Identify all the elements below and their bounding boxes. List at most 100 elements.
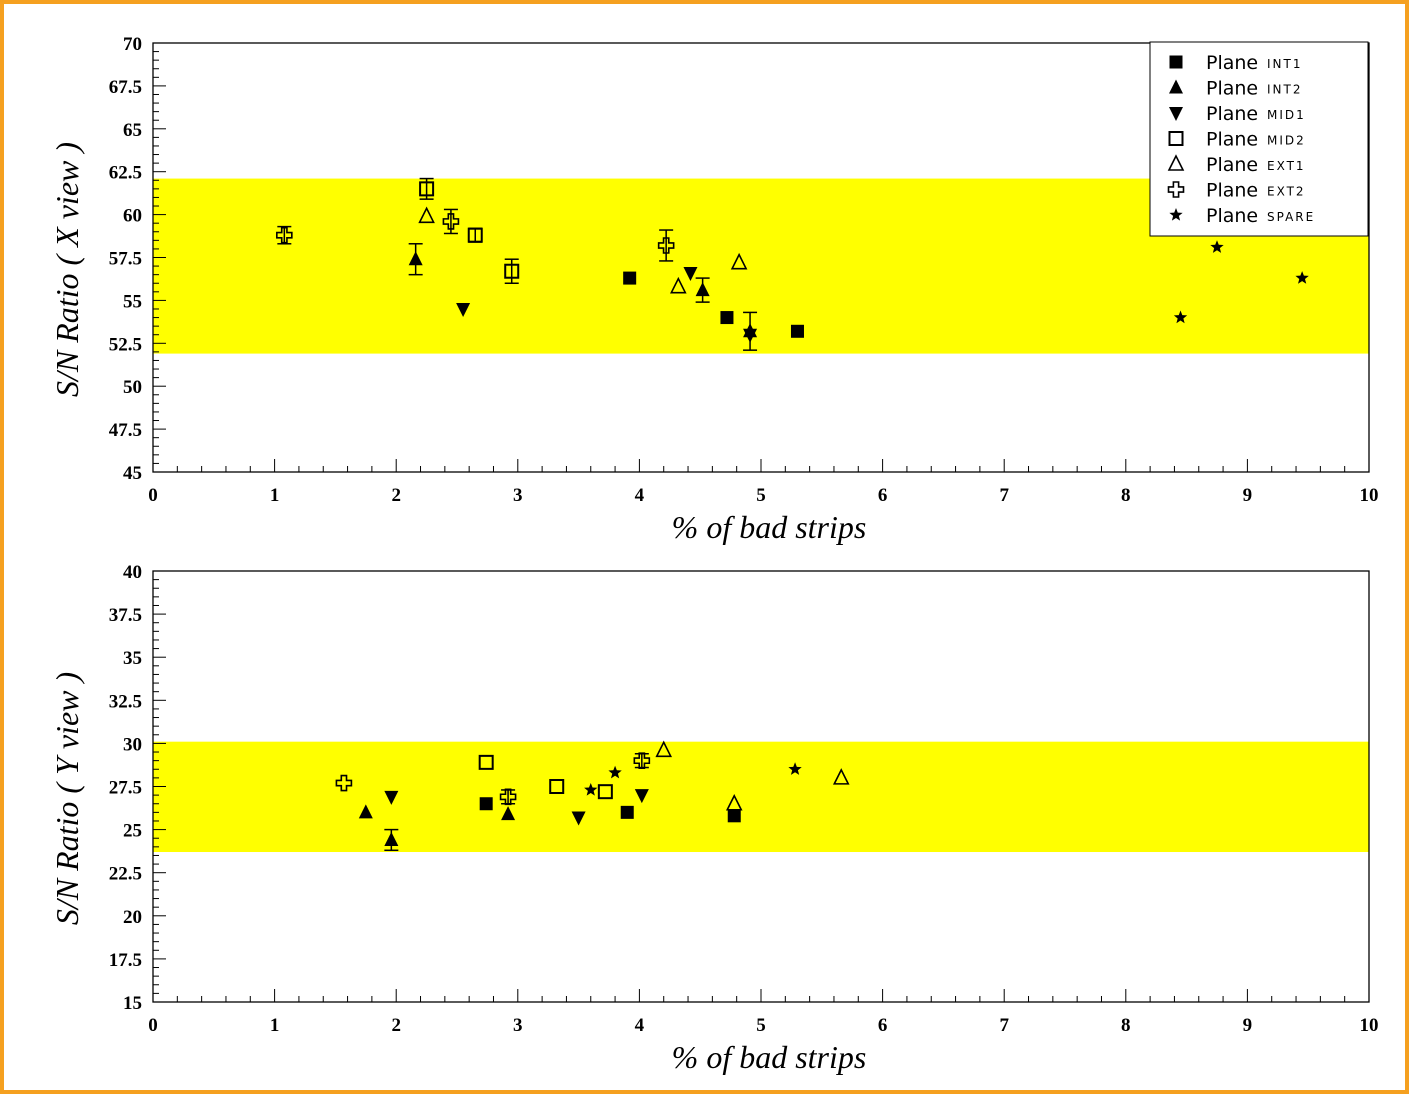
data-point (442, 213, 460, 230)
data-point (276, 226, 293, 244)
legend-label: Plane (1206, 103, 1258, 125)
x-tick-label: 1 (270, 485, 280, 506)
series-spare (584, 762, 802, 796)
series-mid1 (384, 789, 649, 826)
legend-tag: EXT2 (1267, 185, 1306, 199)
x-tick-label: 9 (1243, 485, 1253, 506)
y-tick-label: 37.5 (109, 605, 142, 626)
legend-label: Plane (1206, 52, 1258, 74)
y-tick-label: 27.5 (109, 778, 142, 799)
data-point (571, 811, 586, 826)
legend-tag: SPARE (1267, 210, 1315, 224)
legend-marker-mid2 (1168, 131, 1184, 146)
data-point (1173, 310, 1188, 324)
y-tick-label: 15 (123, 993, 142, 1014)
data-point (720, 311, 734, 325)
data-point (725, 793, 743, 811)
legend-marker-int1 (1169, 55, 1183, 69)
y-tick-label: 40 (123, 562, 142, 583)
y-tick-label: 20 (123, 907, 142, 928)
x-tick-label: 3 (513, 1015, 523, 1036)
series-spare (1173, 240, 1309, 324)
data-point (620, 805, 634, 819)
y-tick-label: 60 (123, 206, 142, 227)
chart-y-view: 0 1 2 3 4 5 6 7 8 9 10 15 17.5 20 22.5 25 27.5 30 32.5 35 37… (49, 562, 1379, 1075)
legend-label: Plane (1206, 180, 1258, 202)
data-point (655, 740, 673, 758)
data-point (499, 788, 517, 806)
legend-tag: MID2 (1267, 134, 1306, 148)
data-point (504, 263, 520, 279)
legend-marker-ext2 (1167, 181, 1185, 198)
legend-tag: EXT1 (1267, 159, 1306, 173)
data-point (584, 782, 598, 796)
y-tick-label: 65 (123, 120, 142, 141)
data-point (597, 784, 613, 800)
x-axis-title: % of bad strips (672, 509, 867, 545)
data-point (670, 276, 687, 294)
legend: Plane INT1 Plane INT2 Plane MID1 Plane MID2 Plan… (1149, 41, 1369, 237)
x-tick-label: 7 (999, 1015, 1009, 1036)
y-axis-title: S/N Ratio ( Y view ) (49, 672, 85, 925)
legend-marker-spare (1169, 208, 1183, 221)
series-mid2 (419, 177, 520, 284)
data-point (456, 302, 471, 317)
data-point (467, 227, 483, 243)
x-tick-label: 2 (391, 485, 401, 506)
x-tick-label: 10 (1360, 1015, 1379, 1036)
data-point (358, 804, 373, 819)
data-point (384, 831, 399, 846)
series-int1 (479, 797, 741, 823)
data-point (633, 752, 651, 769)
y-axis-title: S/N Ratio ( X view ) (49, 142, 85, 397)
x-axis-title: % of bad strips (672, 1039, 867, 1075)
legend-tag: INT1 (1267, 57, 1302, 71)
x-tick-label: 2 (391, 1015, 401, 1036)
x-tick-label: 6 (878, 485, 888, 506)
series-int1 (623, 271, 804, 338)
x-tick-label: 8 (1121, 1015, 1131, 1036)
data-point (788, 762, 802, 775)
legend-label: Plane (1206, 205, 1258, 227)
legend-label: Plane (1206, 129, 1258, 151)
series-mid2 (478, 754, 613, 800)
legend-tag: MID1 (1267, 108, 1306, 122)
legend-marker-int2 (1169, 79, 1183, 94)
data-point (695, 282, 710, 297)
x-tick-label: 1 (270, 1015, 280, 1036)
x-tick-label: 4 (635, 485, 645, 506)
y-tick-label: 57.5 (109, 249, 142, 270)
y-tick-label: 55 (123, 291, 142, 312)
legend-box (1149, 41, 1369, 237)
y-tick-label: 52.5 (109, 334, 142, 355)
data-point (479, 797, 493, 811)
data-point (408, 251, 423, 266)
y-tick-label: 62.5 (109, 163, 142, 184)
data-point (683, 266, 698, 281)
data-point (832, 768, 850, 785)
x-tick-label: 9 (1243, 1015, 1253, 1036)
y-tick-label: 17.5 (109, 950, 142, 971)
legend-tag: INT2 (1267, 83, 1302, 97)
y-tick-label: 35 (123, 648, 142, 669)
data-point (657, 237, 675, 254)
series-ext1 (655, 740, 850, 811)
series-mid1 (456, 266, 758, 343)
x-tick-label: 4 (635, 1015, 645, 1036)
legend-label: Plane (1206, 78, 1258, 100)
series-ext1 (418, 206, 748, 294)
series-ext2 (276, 208, 675, 262)
data-point (501, 806, 516, 821)
x-tick-label: 5 (756, 1015, 766, 1036)
data-point (335, 774, 353, 792)
y-tick-label: 50 (123, 377, 142, 398)
data-point (608, 765, 622, 779)
y-tick-label: 45 (123, 463, 142, 484)
x-tick-label: 0 (148, 485, 158, 506)
legend-marker-ext1 (1167, 154, 1185, 171)
x-tick-label: 3 (513, 485, 523, 506)
x-tick-label: 5 (756, 485, 766, 506)
y-tick-label: 47.5 (109, 420, 142, 441)
x-tick-label: 0 (148, 1015, 158, 1036)
